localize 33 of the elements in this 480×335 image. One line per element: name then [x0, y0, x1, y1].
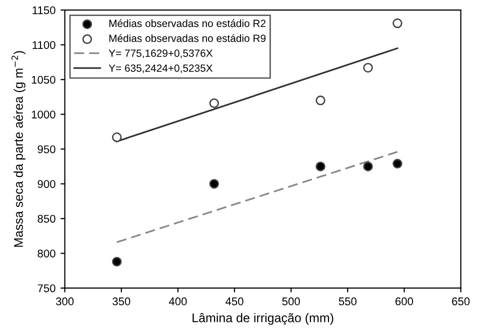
y-tick-label: 1100 — [32, 41, 56, 49]
x-axis-title: Lâmina de irrigação (mm) — [192, 313, 334, 325]
point — [392, 18, 402, 28]
x-tick-label: 350 — [112, 297, 130, 306]
point — [112, 132, 122, 142]
y-tick-label: 950 — [38, 145, 56, 154]
legend-label: Médias observadas no estádio R2 — [109, 19, 266, 28]
y-axis-title: Massa seca da parte aérea (g m$^{−2}$) — [12, 51, 26, 247]
y-tick-label: 1150 — [32, 6, 56, 14]
x-tick-label: 550 — [338, 297, 356, 306]
point — [209, 178, 220, 189]
point — [363, 162, 373, 172]
point — [363, 62, 373, 73]
y-tick-label: 850 — [38, 214, 56, 223]
y-tick-label: 1000 — [32, 110, 56, 118]
point — [112, 256, 122, 267]
legend-label: Médias observadas no estádio R9 — [109, 34, 266, 42]
x-tick-label: 650 — [452, 297, 470, 306]
legend-label: Y= 775,1629+0,5376X — [108, 50, 213, 58]
y-tick-label: 800 — [38, 250, 56, 258]
legend-label: Y= 635,2424+0,5235X — [108, 64, 213, 74]
point — [209, 98, 220, 108]
x-tick-label: 450 — [226, 297, 244, 306]
x-tick-label: 400 — [168, 297, 187, 306]
y-tick-label: 750 — [38, 284, 56, 292]
y-tick-label: 1050 — [32, 76, 56, 84]
point — [316, 96, 326, 106]
x-tick-label: 500 — [282, 297, 300, 306]
x-tick-label: 300 — [56, 297, 74, 306]
x-tick-label: 600 — [396, 297, 414, 306]
point — [392, 158, 402, 169]
point — [316, 162, 326, 172]
y-tick-label: 900 — [38, 180, 56, 188]
